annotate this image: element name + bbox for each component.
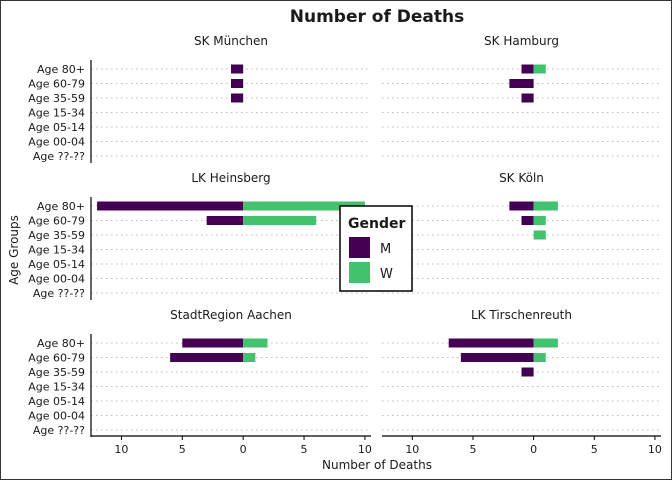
panel-sk-k-ln: SK Köln <box>382 171 661 294</box>
bar-m <box>521 367 534 377</box>
category-label: Age 35-59 <box>28 92 85 105</box>
category-label: Age 15-34 <box>28 381 85 394</box>
bar-m <box>231 64 244 74</box>
legend-swatch-w <box>349 262 370 283</box>
bar-m <box>509 201 534 211</box>
legend-label-w: W <box>380 267 393 282</box>
x-tick-label: 0 <box>530 443 537 456</box>
panel-title: StadtRegion Aachen <box>170 308 292 322</box>
x-axis-title: Number of Deaths <box>322 458 432 472</box>
bar-m <box>206 216 244 225</box>
panel-lk-tirschenreuth: LK Tirschenreuth 10 5 0 5 10 <box>382 308 662 456</box>
x-tick-label: 0 <box>240 443 247 456</box>
category-label: Age 15-34 <box>28 107 85 120</box>
bar-m <box>231 79 244 88</box>
bar-m <box>182 338 244 348</box>
legend-label-m: M <box>380 242 391 257</box>
category-label: Age 80+ <box>37 200 85 213</box>
category-label: Age 15-34 <box>28 244 85 257</box>
bar-m <box>521 93 534 103</box>
panel-title: LK Tirschenreuth <box>471 308 572 322</box>
x-tick-label: 5 <box>591 443 598 456</box>
panel-sk-hamburg: SK Hamburg <box>382 34 661 157</box>
bar-w <box>533 338 558 348</box>
bar-m <box>97 201 244 211</box>
category-label: Age 60-79 <box>28 215 85 228</box>
category-label: Age 35-59 <box>28 229 85 242</box>
category-label: Age 35-59 <box>28 366 85 379</box>
x-tick-label: 10 <box>114 443 128 456</box>
x-tick-label: 10 <box>358 443 372 456</box>
category-label: Age ??-?? <box>33 287 85 300</box>
bar-m <box>231 93 244 103</box>
category-label: Age 00-04 <box>28 273 85 286</box>
bar-w <box>533 64 546 74</box>
category-label: Age 05-14 <box>28 258 85 271</box>
category-label: Age ??-?? <box>33 150 85 163</box>
category-label: Age ??-?? <box>33 424 85 437</box>
category-label: Age 80+ <box>37 63 85 76</box>
bar-w <box>243 201 365 211</box>
x-tick-label: 10 <box>405 443 419 456</box>
bar-m <box>509 79 534 88</box>
legend-title: Gender <box>348 216 405 232</box>
bar-w <box>533 353 546 362</box>
category-label: Age 60-79 <box>28 352 85 365</box>
legend: Gender M W <box>339 205 413 292</box>
bar-m <box>448 338 534 348</box>
y-axis-title: Age Groups <box>7 215 21 285</box>
panel-title: LK Heinsberg <box>191 171 270 185</box>
bar-w <box>533 201 558 211</box>
legend-swatch-m <box>349 237 370 258</box>
bar-w <box>533 216 546 225</box>
bar-w <box>243 216 317 225</box>
panel-title: SK Hamburg <box>484 34 559 48</box>
category-label: Age 60-79 <box>28 78 85 91</box>
bar-w <box>243 353 256 362</box>
bar-m <box>460 353 534 362</box>
category-label: Age 00-04 <box>28 410 85 423</box>
panel-title: SK München <box>194 34 268 48</box>
category-label: Age 05-14 <box>28 121 85 134</box>
x-tick-label: 5 <box>179 443 186 456</box>
panel-title: SK Köln <box>499 171 544 185</box>
bar-m <box>521 64 534 74</box>
category-label: Age 80+ <box>37 337 85 350</box>
chart-title: Number of Deaths <box>290 7 465 27</box>
bar-w <box>243 338 268 348</box>
x-tick-label: 10 <box>648 443 662 456</box>
bar-m <box>521 216 534 225</box>
category-label: Age 05-14 <box>28 395 85 408</box>
category-label: Age 00-04 <box>28 136 85 149</box>
bar-w <box>533 230 546 240</box>
x-tick-label: 5 <box>301 443 308 456</box>
x-tick-label: 5 <box>469 443 476 456</box>
bar-m <box>170 353 244 362</box>
